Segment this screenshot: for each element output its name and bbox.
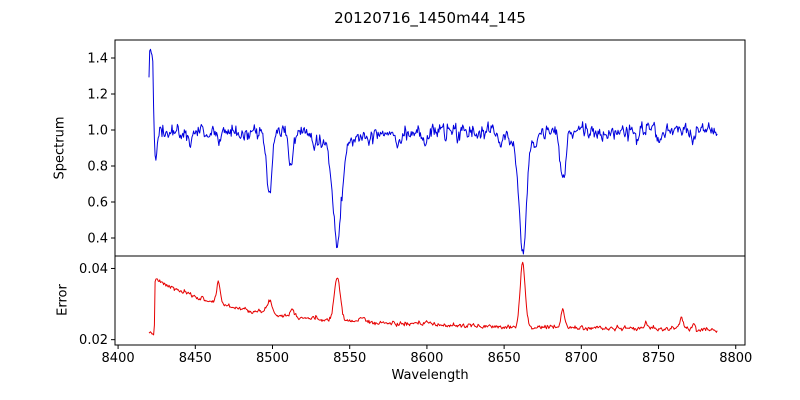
error-line [148,261,718,336]
error-y-tick-label: 0.04 [79,262,108,277]
spectrum-y-tick-label: 1.2 [87,88,108,103]
x-tick-label: 8450 [179,351,212,366]
spectrum-y-tick-label: 0.6 [87,196,108,211]
spectrum-y-tick-label: 0.8 [87,160,108,175]
spectrum-line [148,48,718,255]
spectrum-panel: 0.4 0.6 0.8 1.0 1.2 1.4 [87,39,746,257]
x-tick-label: 8500 [256,351,289,366]
error-y-ticks: 0.02 0.04 [79,262,115,348]
spectrum-y-tick-label: 0.4 [87,232,108,247]
x-tick-label: 8750 [642,351,675,366]
x-tick-label: 8650 [488,351,521,366]
error-panel: 0.02 0.04 [79,255,746,348]
error-axes-frame [114,255,746,346]
spectrum-y-ticks: 0.4 0.6 0.8 1.0 1.2 1.4 [87,52,115,247]
spectrum-y-tick-label: 1.4 [87,52,108,67]
x-tick-label: 8600 [410,351,443,366]
chart-title: 20120716_1450m44_145 [334,9,526,27]
x-axis-label: Wavelength [391,368,469,383]
x-ticks: 8400 8450 8500 8550 8600 8650 8700 8750 8800 [102,345,752,366]
x-tick-label: 8700 [565,351,598,366]
spectrum-axes-frame [114,39,746,257]
spectrum-y-tick-label: 1.0 [87,124,108,139]
error-y-tick-label: 0.02 [79,333,108,348]
x-tick-label: 8400 [102,351,135,366]
x-tick-label: 8550 [333,351,366,366]
x-tick-label: 8800 [719,351,752,366]
